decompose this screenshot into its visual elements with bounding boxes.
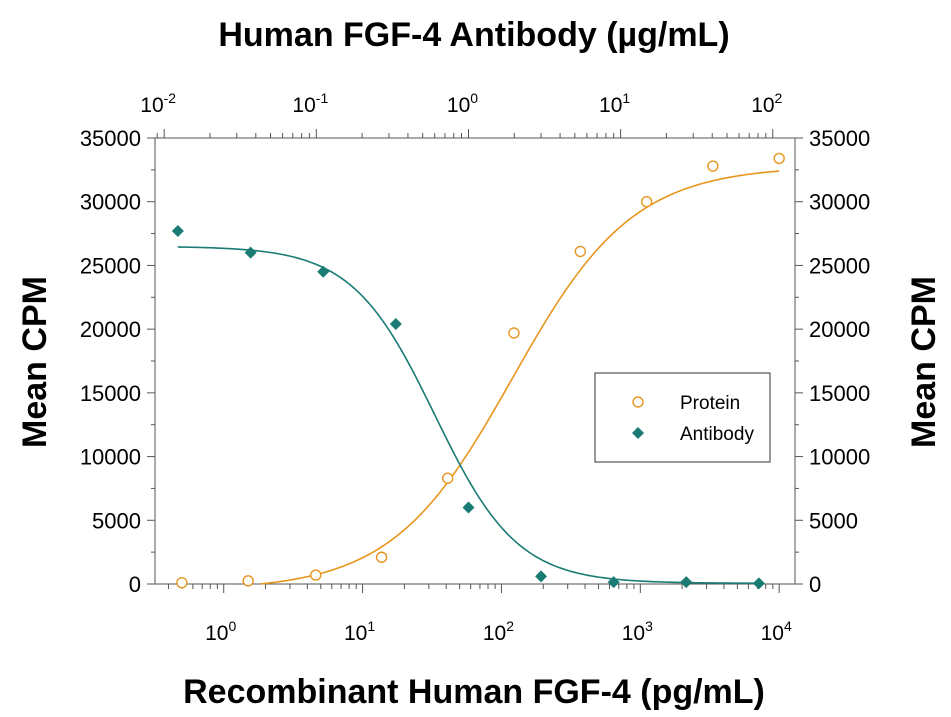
- legend-box: [594, 372, 771, 463]
- protein-point: [242, 575, 254, 587]
- legend-antibody-label: Antibody: [680, 424, 754, 445]
- antibody-point: [752, 577, 765, 590]
- y-axis-label-right: Mean CPM: [905, 276, 943, 448]
- top-tick-label: 10-1: [292, 90, 328, 117]
- antibody-point: [535, 570, 548, 583]
- x-axis-label: Recombinant Human FGF-4 (pg/mL): [183, 673, 765, 711]
- protein-point: [176, 577, 188, 589]
- fit-curves: [177, 170, 780, 585]
- chart-title: Human FGF-4 Antibody (µg/mL): [218, 16, 729, 54]
- protein-point: [375, 551, 388, 563]
- right-axis-ticks: 0 5000 10000 15000 20000 25000 30000 35000: [795, 126, 870, 597]
- antibody-point: [462, 501, 475, 514]
- protein-point: [707, 160, 719, 172]
- protein-point: [508, 327, 520, 339]
- legend-protein-label: Protein: [680, 393, 740, 414]
- antibody-point: [171, 225, 184, 238]
- legend-protein-marker: [632, 396, 644, 408]
- right-tick-label: 20000: [809, 317, 870, 342]
- bottom-tick-label: 101: [344, 618, 375, 645]
- left-axis-ticks: 0 5000 10000 15000 20000 25000 30000 35000: [80, 126, 155, 597]
- right-tick-label: 35000: [809, 126, 870, 151]
- data-points: [171, 152, 785, 590]
- top-axis-ticks: 10-2 10-1 100 101 102: [140, 90, 783, 138]
- plot-area: [154, 137, 796, 585]
- antibody-point: [389, 318, 402, 331]
- left-tick-label: 30000: [80, 190, 141, 215]
- antibody-point: [607, 576, 620, 589]
- top-tick-label: 100: [447, 90, 478, 117]
- left-tick-label: 20000: [80, 317, 141, 342]
- y-axis-label-left: Mean CPM: [16, 276, 54, 448]
- top-tick-label: 102: [751, 90, 782, 117]
- right-tick-label: 0: [809, 572, 821, 597]
- top-tick-label: 101: [599, 90, 630, 117]
- protein-point: [574, 245, 587, 258]
- bottom-tick-label: 104: [761, 618, 792, 645]
- protein-fit-curve: [260, 170, 780, 585]
- antibody-point: [317, 265, 330, 278]
- top-tick-label: 10-2: [140, 90, 176, 117]
- left-tick-label: 15000: [80, 381, 141, 406]
- protein-point: [773, 152, 785, 165]
- protein-point: [310, 569, 322, 581]
- left-tick-label: 0: [129, 572, 141, 597]
- bottom-tick-label: 103: [622, 618, 653, 645]
- bottom-tick-label: 100: [205, 618, 236, 645]
- left-tick-label: 25000: [80, 253, 141, 278]
- right-tick-label: 15000: [809, 381, 870, 406]
- legend: Protein Antibody: [594, 372, 771, 463]
- right-tick-label: 5000: [809, 508, 858, 533]
- right-tick-label: 10000: [809, 445, 870, 470]
- left-tick-label: 10000: [80, 445, 141, 470]
- right-tick-label: 30000: [809, 190, 870, 215]
- antibody-fit-curve: [177, 246, 759, 585]
- left-tick-label: 35000: [80, 126, 141, 151]
- left-tick-label: 5000: [92, 508, 141, 533]
- protein-point: [441, 472, 454, 484]
- legend-antibody-marker: [632, 427, 644, 439]
- right-tick-label: 25000: [809, 253, 870, 278]
- protein-point: [640, 196, 653, 208]
- bottom-tick-label: 102: [483, 618, 514, 645]
- antibody-point: [680, 576, 693, 589]
- antibody-point: [244, 246, 257, 259]
- bottom-axis-ticks: 100 101 102 103 104: [167, 584, 792, 645]
